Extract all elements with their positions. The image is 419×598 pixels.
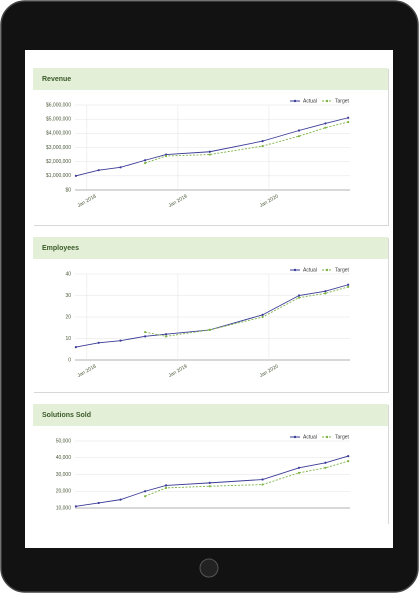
y-tick-label: $5,000,000 (46, 116, 71, 122)
data-point (297, 294, 301, 297)
legend-label: Actual (303, 98, 317, 104)
legend-marker (293, 435, 297, 439)
y-tick-label: $4,000,000 (46, 131, 71, 137)
y-tick-label: $6,000,000 (46, 102, 71, 108)
data-point (347, 283, 350, 286)
data-point (261, 315, 264, 319)
data-point (144, 335, 147, 338)
data-point (324, 466, 327, 469)
data-point (297, 129, 301, 132)
data-point (347, 120, 350, 124)
legend-label: Target (335, 434, 350, 440)
data-point (261, 483, 264, 486)
data-point (324, 290, 327, 293)
data-point (261, 313, 264, 316)
data-point (347, 460, 350, 463)
data-point (97, 169, 100, 172)
data-point (208, 485, 211, 488)
data-point (208, 481, 211, 484)
data-point (119, 166, 122, 169)
data-point (297, 471, 301, 474)
card-title: Solutions Sold (42, 412, 91, 419)
data-point (144, 490, 147, 493)
card-title: Revenue (42, 76, 71, 83)
data-point (208, 150, 211, 153)
data-point (261, 478, 264, 481)
data-point (164, 154, 168, 158)
data-point (97, 501, 100, 505)
home-button[interactable] (199, 558, 219, 578)
data-point (297, 296, 301, 299)
y-tick-label: 0 (68, 357, 71, 363)
data-point (164, 486, 168, 489)
series-line (75, 284, 349, 348)
data-point (164, 333, 168, 336)
series-line (75, 455, 349, 507)
chart-card: Revenue $0 $1,000,000 $2,000,000 $3,000,000 $… (33, 68, 389, 226)
data-point (324, 461, 327, 464)
card (33, 237, 388, 392)
data-point (261, 140, 264, 143)
y-tick-label: 10 (65, 336, 71, 342)
data-point (208, 153, 211, 156)
data-point (164, 484, 168, 487)
y-tick-label: 10,000 (56, 505, 72, 511)
legend-marker (293, 99, 297, 103)
legend-marker (325, 268, 329, 272)
data-point (74, 174, 78, 177)
data-point (97, 341, 100, 344)
y-tick-label: 30,000 (56, 472, 72, 478)
data-point (347, 454, 350, 458)
data-point (74, 505, 78, 508)
y-tick-label: 20 (65, 314, 71, 320)
data-point (324, 126, 327, 129)
legend-label: Target (335, 98, 350, 104)
y-tick-label: 20,000 (56, 489, 72, 495)
legend-label: Actual (303, 434, 317, 440)
legend-marker (325, 99, 329, 103)
y-tick-label: 30 (65, 293, 71, 299)
y-tick-label: $1,000,000 (46, 173, 71, 179)
data-point (347, 285, 350, 288)
data-point (324, 122, 327, 125)
y-tick-label: 50,000 (56, 438, 72, 444)
legend-label: Actual (303, 267, 317, 273)
legend-marker (325, 435, 329, 439)
data-point (119, 339, 122, 342)
series-line (75, 117, 349, 177)
y-tick-label: 40 (65, 271, 71, 277)
card-header (33, 237, 388, 259)
data-point (324, 292, 327, 295)
data-point (208, 328, 211, 331)
data-point (144, 495, 147, 498)
card-header (33, 68, 388, 90)
data-point (119, 498, 122, 501)
legend-label: Target (335, 267, 350, 273)
data-point (144, 330, 147, 334)
legend-marker (293, 268, 297, 272)
data-point (297, 135, 301, 138)
data-point (261, 144, 264, 148)
y-tick-label: $3,000,000 (46, 145, 71, 151)
data-point (347, 116, 350, 119)
data-point (297, 466, 301, 469)
card (33, 68, 388, 225)
chart-card: Solutions Sold 10,000 20,000 30,000 40,000 50… (33, 404, 389, 524)
content: Revenue $0 $1,000,000 $2,000,000 $3,000,000 $… (33, 68, 389, 524)
card-header (33, 404, 388, 426)
data-point (144, 159, 147, 162)
y-tick-label: $0 (65, 187, 71, 193)
y-tick-label: $2,000,000 (46, 159, 71, 165)
data-point (164, 335, 168, 338)
card-title: Employees (42, 245, 79, 252)
data-point (144, 161, 147, 165)
y-tick-label: 40,000 (56, 455, 72, 461)
data-point (74, 346, 78, 349)
